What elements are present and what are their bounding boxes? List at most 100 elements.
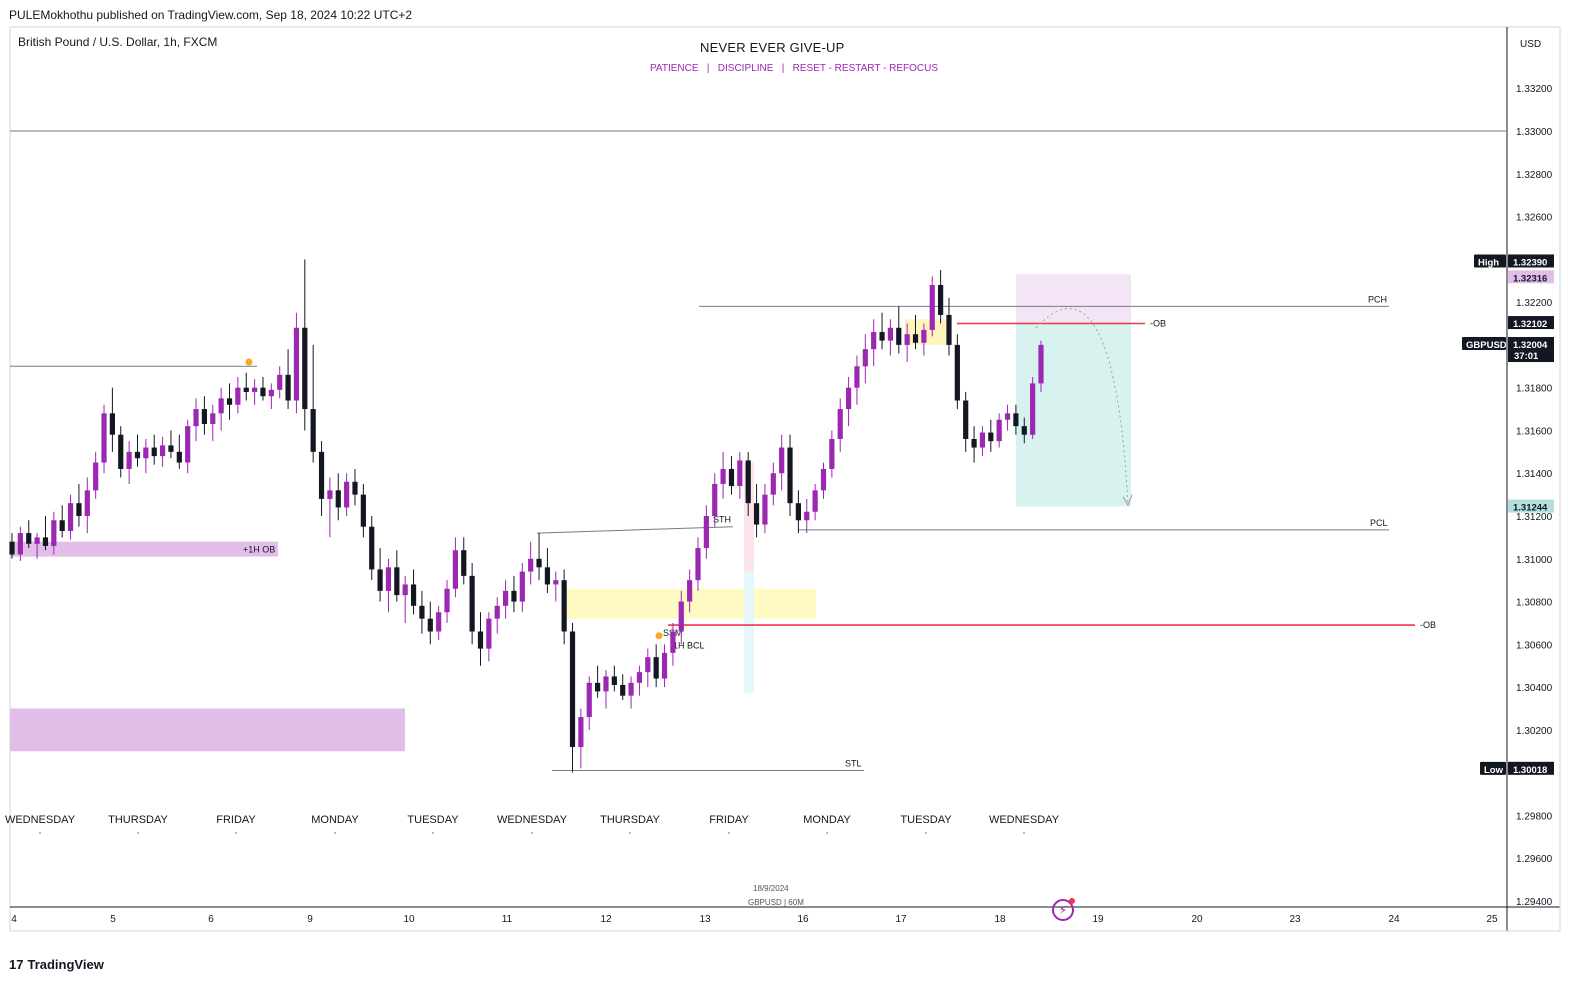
- candle-body[interactable]: [971, 439, 977, 448]
- candle-body[interactable]: [603, 676, 609, 692]
- streaming-icon[interactable]: ⚡: [1052, 899, 1074, 921]
- candle-body[interactable]: [720, 468, 726, 484]
- candle-body[interactable]: [837, 409, 843, 439]
- candle-body[interactable]: [84, 490, 90, 516]
- candle-body[interactable]: [963, 400, 969, 440]
- candle-body[interactable]: [753, 503, 760, 525]
- candle-body[interactable]: [243, 387, 249, 392]
- candle-body[interactable]: [1013, 413, 1019, 427]
- candle-body[interactable]: [402, 584, 408, 596]
- candle-body[interactable]: [318, 451, 325, 499]
- candle-body[interactable]: [9, 541, 15, 555]
- candle-body[interactable]: [779, 447, 785, 474]
- price-badge[interactable]: [1508, 254, 1554, 268]
- candle-body[interactable]: [17, 533, 23, 555]
- candle-body[interactable]: [452, 550, 458, 589]
- candle-body[interactable]: [176, 451, 182, 463]
- candle-body[interactable]: [34, 537, 40, 544]
- candle-body[interactable]: [996, 419, 1002, 442]
- candle-body[interactable]: [544, 567, 551, 585]
- candle-body[interactable]: [76, 503, 82, 516]
- candle-body[interactable]: [745, 460, 751, 504]
- candle-body[interactable]: [134, 451, 141, 459]
- candle-body[interactable]: [1030, 383, 1036, 435]
- candle-body[interactable]: [979, 432, 986, 448]
- candle-body[interactable]: [620, 684, 626, 696]
- price-badge[interactable]: [1508, 270, 1554, 284]
- candle-body[interactable]: [168, 445, 174, 452]
- price-badge[interactable]: [1508, 761, 1554, 775]
- candle-body[interactable]: [921, 329, 927, 343]
- candle-body[interactable]: [829, 439, 835, 469]
- candle-body[interactable]: [536, 558, 542, 568]
- candle-body[interactable]: [51, 520, 57, 546]
- candle-body[interactable]: [59, 520, 65, 531]
- candle-body[interactable]: [645, 657, 651, 673]
- candle-body[interactable]: [678, 601, 684, 632]
- candle-body[interactable]: [226, 398, 233, 405]
- tradingview-logo[interactable]: 17 TradingView: [9, 957, 104, 972]
- candle-body[interactable]: [653, 657, 659, 679]
- candle-body[interactable]: [335, 490, 341, 508]
- candle-body[interactable]: [511, 590, 517, 602]
- candle-body[interactable]: [486, 618, 492, 649]
- candle-body[interactable]: [820, 468, 827, 491]
- candle-body[interactable]: [578, 717, 584, 747]
- candle-body[interactable]: [703, 516, 709, 549]
- candle-body[interactable]: [896, 327, 902, 345]
- candle-body[interactable]: [201, 409, 208, 425]
- candle-body[interactable]: [502, 590, 509, 606]
- candle-body[interactable]: [954, 344, 960, 401]
- candle-body[interactable]: [854, 366, 860, 388]
- candle-body[interactable]: [143, 447, 149, 459]
- candle-body[interactable]: [327, 490, 333, 499]
- candle-body[interactable]: [904, 334, 910, 345]
- candle-body[interactable]: [109, 413, 115, 435]
- candle-body[interactable]: [410, 584, 417, 606]
- candle-body[interactable]: [93, 462, 99, 491]
- candle-body[interactable]: [469, 575, 475, 632]
- candle-body[interactable]: [352, 481, 358, 495]
- candle-body[interactable]: [344, 481, 350, 508]
- candle-body[interactable]: [845, 387, 852, 410]
- symbol-title[interactable]: British Pound / U.S. Dollar, 1h, FXCM: [18, 35, 218, 49]
- candle-body[interactable]: [42, 537, 49, 546]
- candle-body[interactable]: [159, 445, 166, 457]
- candle-body[interactable]: [277, 374, 283, 390]
- candle-body[interactable]: [595, 682, 601, 692]
- candle-body[interactable]: [101, 413, 107, 463]
- candle-body[interactable]: [661, 652, 668, 679]
- candle-body[interactable]: [812, 490, 818, 512]
- candle-body[interactable]: [193, 409, 199, 427]
- price-badge[interactable]: [1508, 316, 1554, 330]
- candle-body[interactable]: [804, 511, 810, 521]
- candle-body[interactable]: [787, 447, 793, 504]
- candle-body[interactable]: [561, 580, 567, 632]
- price-badge[interactable]: [1508, 499, 1554, 513]
- candle-body[interactable]: [369, 526, 375, 570]
- candle-body[interactable]: [477, 631, 484, 649]
- candle-body[interactable]: [795, 503, 801, 521]
- candle-body[interactable]: [871, 332, 877, 350]
- candle-body[interactable]: [118, 434, 124, 469]
- candle-body[interactable]: [218, 398, 224, 414]
- candle-body[interactable]: [419, 605, 425, 619]
- candle-body[interactable]: [268, 389, 274, 397]
- candle-body[interactable]: [377, 569, 383, 591]
- candle-body[interactable]: [260, 387, 266, 397]
- candle-body[interactable]: [461, 550, 467, 576]
- candle-body[interactable]: [912, 334, 919, 343]
- candle-body[interactable]: [938, 285, 944, 315]
- candle-body[interactable]: [528, 558, 534, 572]
- candle-body[interactable]: [252, 387, 258, 392]
- candle-body[interactable]: [728, 468, 735, 487]
- candle-body[interactable]: [427, 618, 433, 632]
- candle-body[interactable]: [1038, 344, 1044, 384]
- candle-body[interactable]: [879, 332, 885, 341]
- candle-body[interactable]: [235, 387, 241, 405]
- candle-body[interactable]: [302, 327, 308, 410]
- candle-body[interactable]: [519, 571, 525, 602]
- candle-body[interactable]: [687, 580, 693, 602]
- candle-body[interactable]: [762, 494, 768, 525]
- candle-body[interactable]: [360, 494, 366, 527]
